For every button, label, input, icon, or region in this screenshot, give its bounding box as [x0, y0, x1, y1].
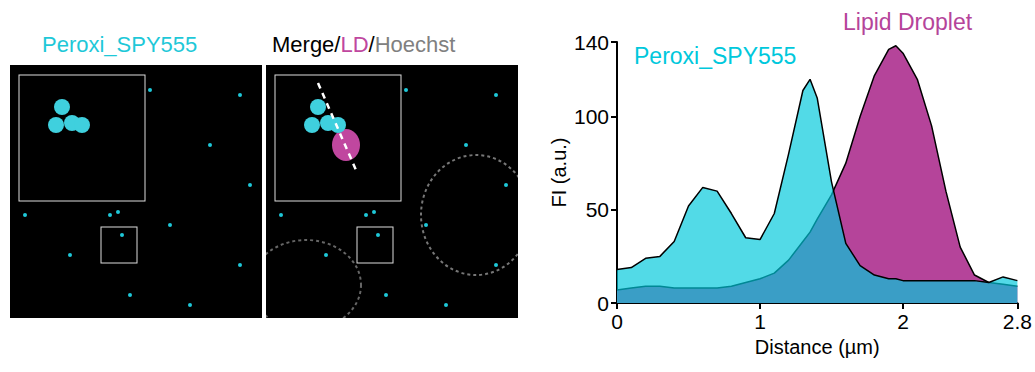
- svg-text:Lipid Droplet: Lipid Droplet: [843, 9, 973, 35]
- svg-text:100: 100: [574, 105, 609, 128]
- svg-text:2.8: 2.8: [1003, 310, 1032, 333]
- svg-text:2: 2: [897, 310, 909, 333]
- svg-text:50: 50: [586, 198, 609, 221]
- html-text:Peroxi_SPY555: Peroxi_SPY555: [42, 32, 198, 57]
- svg-text:0: 0: [597, 292, 609, 315]
- svg-text:140: 140: [574, 31, 609, 54]
- svg-text:Peroxi_SPY555: Peroxi_SPY555: [634, 43, 796, 69]
- svg-text:0: 0: [611, 310, 623, 333]
- html-text:Merge/ LD / Hoechst: Merge/ LD / Hoechst: [272, 32, 456, 57]
- svg-text:Distance (µm): Distance (µm): [755, 336, 880, 358]
- svg-text:1: 1: [754, 310, 766, 333]
- svg-text:FI (a.u.): FI (a.u.): [548, 137, 570, 207]
